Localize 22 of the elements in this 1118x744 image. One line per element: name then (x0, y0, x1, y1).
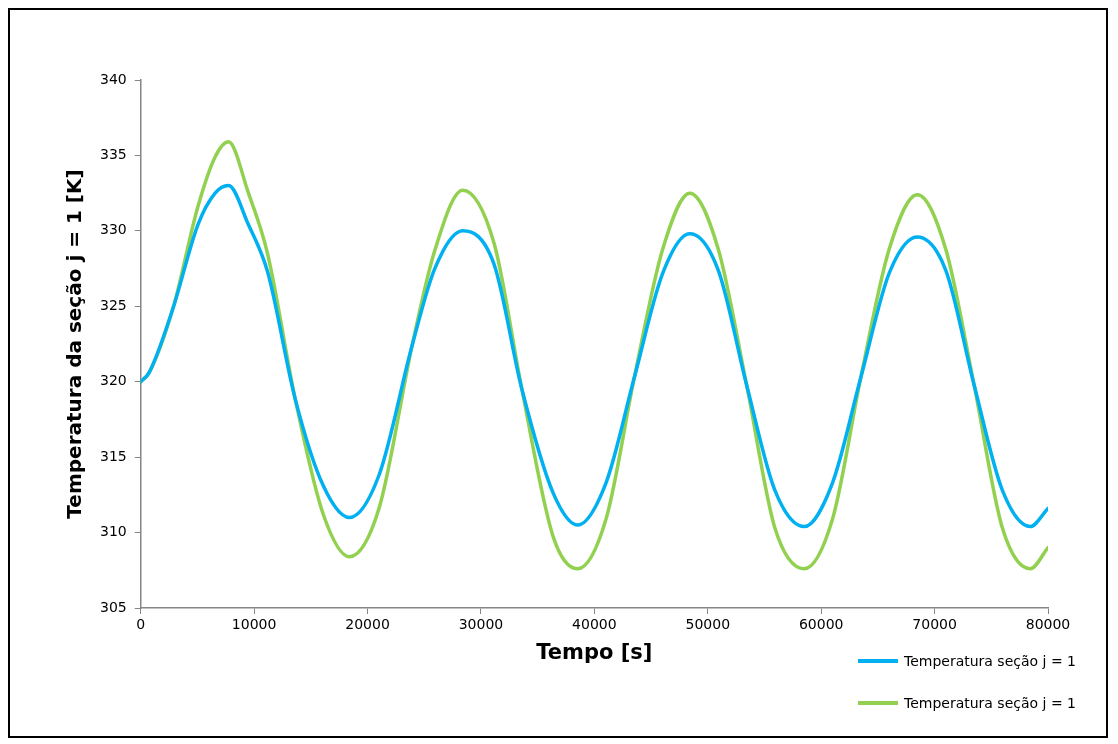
legend-label: Temperatura seção j = 1 (903, 653, 1076, 669)
y-tick-label: 330 (99, 221, 127, 238)
y-axis-title: Temperatura da seção j = 1 [K] (62, 169, 87, 519)
y-tick-label: 310 (99, 523, 127, 540)
x-tick-label: 70000 (912, 616, 957, 633)
y-tick-label: 340 (99, 70, 127, 87)
legend-label: Temperatura seção j = 1 (903, 695, 1076, 711)
x-tick-label: 80000 (1025, 616, 1071, 633)
y-tick-label: 305 (99, 598, 127, 615)
y-tick-label: 320 (99, 372, 127, 389)
line-series (140, 183, 1048, 529)
x-tick-label: 40000 (572, 616, 617, 633)
x-tick-label: 30000 (458, 616, 504, 633)
x-tick-label: 50000 (685, 616, 731, 633)
x-tick-label: 20000 (345, 616, 390, 633)
y-tick-label: 325 (99, 296, 127, 313)
x-tick-label: 10000 (231, 616, 277, 633)
x-tick-label: 60000 (798, 616, 844, 633)
x-axis-title: Tempo [s] (536, 639, 653, 664)
x-tick-label: 0 (136, 616, 146, 633)
y-tick-label: 335 (99, 146, 127, 163)
y-tick-label: 315 (99, 447, 127, 464)
